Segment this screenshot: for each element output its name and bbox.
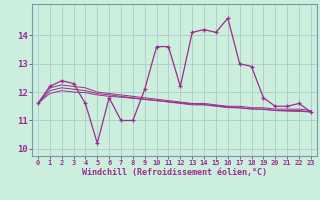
X-axis label: Windchill (Refroidissement éolien,°C): Windchill (Refroidissement éolien,°C) [82,168,267,177]
